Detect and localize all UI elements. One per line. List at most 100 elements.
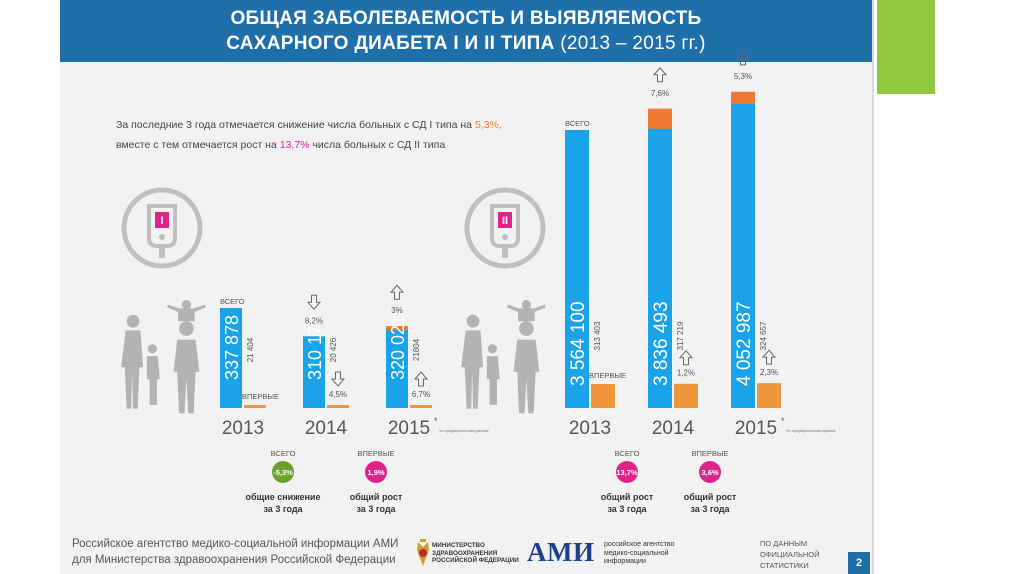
bar-total: [648, 108, 672, 409]
page-number: 2: [848, 552, 870, 574]
arrow-up-icon: [652, 66, 668, 83]
title-bold: САХАРНОГО ДИАБЕТА I И II ТИПА: [226, 33, 555, 54]
series-new-label: ВПЕРВЫЕ: [589, 371, 626, 380]
year-label: 2014: [652, 418, 695, 439]
year-label: 2013: [569, 418, 611, 439]
series-total-label: ВСЕГО: [565, 119, 590, 128]
green-accent-square: [877, 0, 935, 94]
bar-total-label: 3 836 493: [651, 301, 672, 386]
badge-value: 3,6%: [701, 468, 718, 477]
bar-new-label: 317 219: [676, 321, 685, 350]
bar-total: [731, 91, 755, 408]
year-label: 2015: [388, 418, 430, 439]
type-label: I: [160, 215, 163, 227]
stats-line3: СТАТИСТИКИ: [760, 561, 809, 570]
bar-new: [327, 405, 349, 408]
ministry-line1: МИНИСТЕРСТВО: [432, 542, 485, 549]
bar-total-growth: [731, 91, 755, 104]
badge-series-label: ВСЕГО: [615, 449, 640, 458]
change-badge: [272, 461, 294, 483]
year-label: 2013: [222, 418, 264, 439]
total-change-label: 7,6%: [651, 89, 669, 98]
summary-line1-text: За последние 3 года отмечается снижение …: [116, 119, 473, 131]
new-change-label: 4,5%: [329, 390, 347, 399]
ami-label: российское агентство медико-социальной и…: [604, 541, 674, 567]
new-change-label: 1,2%: [677, 369, 695, 378]
year-footnote: *по предварительным данным: [439, 429, 489, 433]
summary-line2-end: числа больных с СД II типа: [312, 139, 446, 151]
year-footnote-mark: *: [781, 416, 785, 426]
arrow-up-icon: [735, 50, 751, 66]
change-badge: [365, 461, 387, 483]
footer-organization: Российское агентство медико-социальной и…: [72, 536, 398, 568]
badge-caption: за 3 года: [690, 504, 730, 514]
ministry-line3: РОССИЙСКОЙ ФЕДЕРАЦИИ: [432, 557, 519, 564]
bar-new: [674, 383, 698, 408]
badge-caption: общий рост: [684, 492, 737, 502]
bar-total: [565, 130, 589, 408]
type-label: II: [502, 215, 508, 227]
bar-new-label: 21 404: [246, 337, 255, 362]
badge-caption: за 3 года: [263, 504, 303, 514]
stats-line1: ПО ДАННЫМ: [760, 539, 808, 548]
series-new-label: ВПЕРВЫЕ: [242, 392, 279, 401]
bar-total-label: 320 021: [388, 315, 408, 380]
change-badge: [699, 461, 721, 483]
badge-value: -5,3%: [273, 468, 293, 477]
bar-total-label: 310 177: [305, 315, 325, 380]
ami-line2: медико-социальной: [604, 549, 669, 557]
total-change-label: 3%: [391, 306, 403, 315]
new-change-label: 6,7%: [412, 390, 430, 399]
bar-new: [757, 383, 781, 408]
badge-caption: за 3 года: [356, 504, 396, 514]
total-change-label: 5,3%: [734, 72, 752, 81]
arrow-down-icon: [306, 294, 322, 311]
bar-new-label: 20 426: [329, 337, 338, 362]
arrow-down-icon: [330, 371, 346, 387]
bar-new-label: 21804: [412, 338, 421, 361]
arrow-up-icon: [413, 371, 429, 387]
header-bar: [60, 0, 872, 62]
series-total-label: ВСЕГО: [220, 297, 245, 306]
bar-total-label: 4 052 987: [734, 301, 755, 386]
bar-new: [410, 405, 432, 408]
new-change-label: 2,3%: [760, 368, 778, 377]
summary-increase-value: 13,7%: [279, 139, 310, 151]
bar-total-label: 337 878: [222, 315, 242, 380]
family-silhouette-icon: [461, 300, 546, 414]
year-label: 2014: [305, 418, 348, 439]
badge-value: 1,9%: [367, 468, 384, 477]
footer-org-line2: для Министерства здравоохранения Российс…: [72, 554, 396, 566]
bar-total: [386, 326, 408, 408]
bar-total-growth: [386, 326, 408, 331]
badge-caption: за 3 года: [607, 504, 647, 514]
year-footnote: *по предварительным данным: [786, 429, 836, 433]
change-badge: [616, 461, 638, 483]
ministry-emblem-icon: [417, 539, 429, 566]
year-label: 2015: [735, 418, 777, 439]
summary-line2-text: вместе с тем отмечается рост на: [116, 139, 277, 151]
badge-caption: общий рост: [601, 492, 654, 502]
badge-series-label: ВСЕГО: [271, 449, 296, 458]
bar-total: [303, 336, 325, 408]
ami-line3: информации: [604, 558, 646, 565]
bar-new: [244, 405, 266, 408]
badge-value: 13,7%: [616, 468, 638, 477]
stats-line2: ОФИЦИАЛЬНОЙ: [760, 550, 820, 559]
arrow-up-icon: [389, 284, 405, 300]
summary-decrease-value: 5,3%,: [474, 119, 502, 131]
total-change-label: 8,2%: [305, 316, 323, 325]
ministry-label: МИНИСТЕРСТВО ЗДРАВООХРАНЕНИЯ РОССИЙСКОЙ …: [432, 542, 519, 565]
title-years: (2013 – 2015 гг.): [560, 33, 706, 54]
summary-line1: За последние 3 года отмечается снижение …: [116, 115, 502, 135]
bar-new: [591, 384, 615, 408]
footer-org-line1: Российское агентство медико-социальной и…: [72, 538, 399, 550]
bar-total-label: 3 564 100: [568, 301, 589, 386]
ministry-line2: ЗДРАВООХРАНЕНИЯ: [432, 549, 498, 557]
badge-series-label: ВПЕРВЫЕ: [357, 449, 394, 458]
bar-new-label: 313 403: [593, 321, 602, 350]
stats-source: ПО ДАННЫМ ОФИЦИАЛЬНОЙ СТАТИСТИКИ: [760, 538, 820, 571]
bar-new-label: 324 657: [759, 321, 768, 350]
bar-total: [220, 308, 242, 408]
